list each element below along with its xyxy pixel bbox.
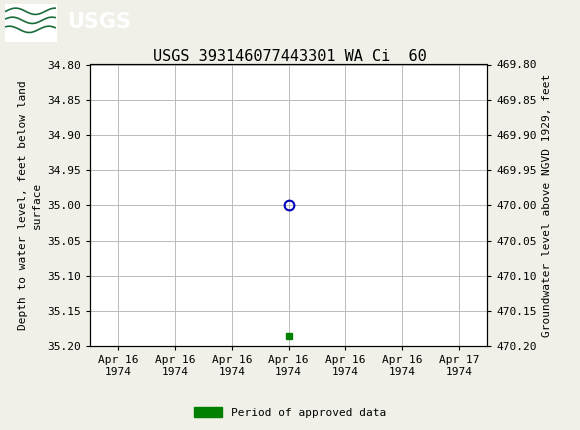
Text: USGS 393146077443301 WA Ci  60: USGS 393146077443301 WA Ci 60	[153, 49, 427, 64]
Text: USGS: USGS	[67, 12, 130, 32]
Y-axis label: Groundwater level above NGVD 1929, feet: Groundwater level above NGVD 1929, feet	[542, 74, 552, 337]
Y-axis label: Depth to water level, feet below land
surface: Depth to water level, feet below land su…	[19, 80, 42, 330]
Bar	[5, 3, 57, 42]
Legend: Period of approved data: Period of approved data	[190, 403, 390, 422]
